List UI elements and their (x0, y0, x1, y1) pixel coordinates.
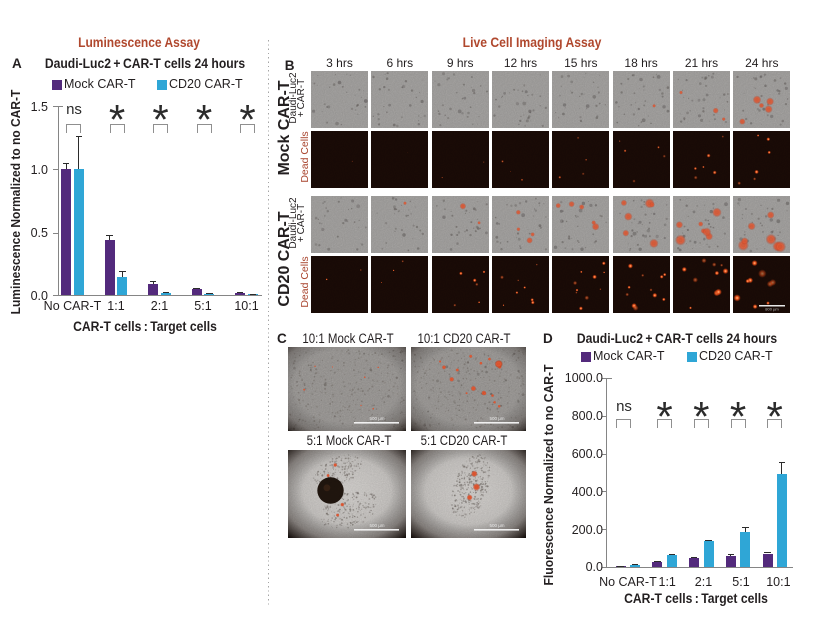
svg-text:500 µm: 500 µm (489, 416, 504, 421)
svg-text:800 µm: 800 µm (766, 307, 780, 312)
svg-text:500 µm: 500 µm (489, 523, 504, 528)
svg-text:500 µm: 500 µm (369, 523, 384, 528)
svg-text:500 µm: 500 µm (369, 416, 384, 421)
